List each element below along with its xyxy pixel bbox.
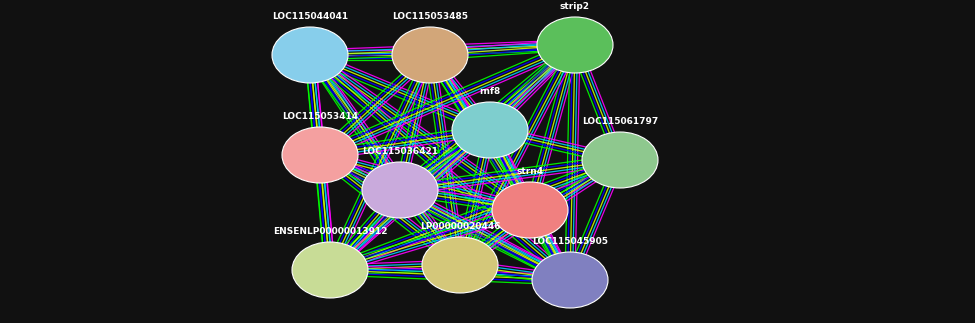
Ellipse shape <box>362 162 438 218</box>
Text: LP00000020446: LP00000020446 <box>420 222 500 231</box>
Text: LOC115053485: LOC115053485 <box>392 12 468 21</box>
Ellipse shape <box>452 102 528 158</box>
Text: LOC115045905: LOC115045905 <box>532 237 608 246</box>
Ellipse shape <box>492 182 568 238</box>
Ellipse shape <box>532 252 608 308</box>
Text: strn4: strn4 <box>517 167 544 176</box>
Text: LOC115044041: LOC115044041 <box>272 12 348 21</box>
Text: LOC115036421: LOC115036421 <box>362 147 438 156</box>
Text: rnf8: rnf8 <box>480 87 500 96</box>
Ellipse shape <box>272 27 348 83</box>
Text: LOC115053414: LOC115053414 <box>282 112 358 121</box>
Ellipse shape <box>392 27 468 83</box>
Ellipse shape <box>292 242 368 298</box>
Text: strip2: strip2 <box>560 2 590 11</box>
Text: LOC115061797: LOC115061797 <box>582 117 658 126</box>
Ellipse shape <box>537 17 613 73</box>
Ellipse shape <box>422 237 498 293</box>
Ellipse shape <box>582 132 658 188</box>
Ellipse shape <box>282 127 358 183</box>
Text: ENSENLP00000013912: ENSENLP00000013912 <box>273 227 387 236</box>
